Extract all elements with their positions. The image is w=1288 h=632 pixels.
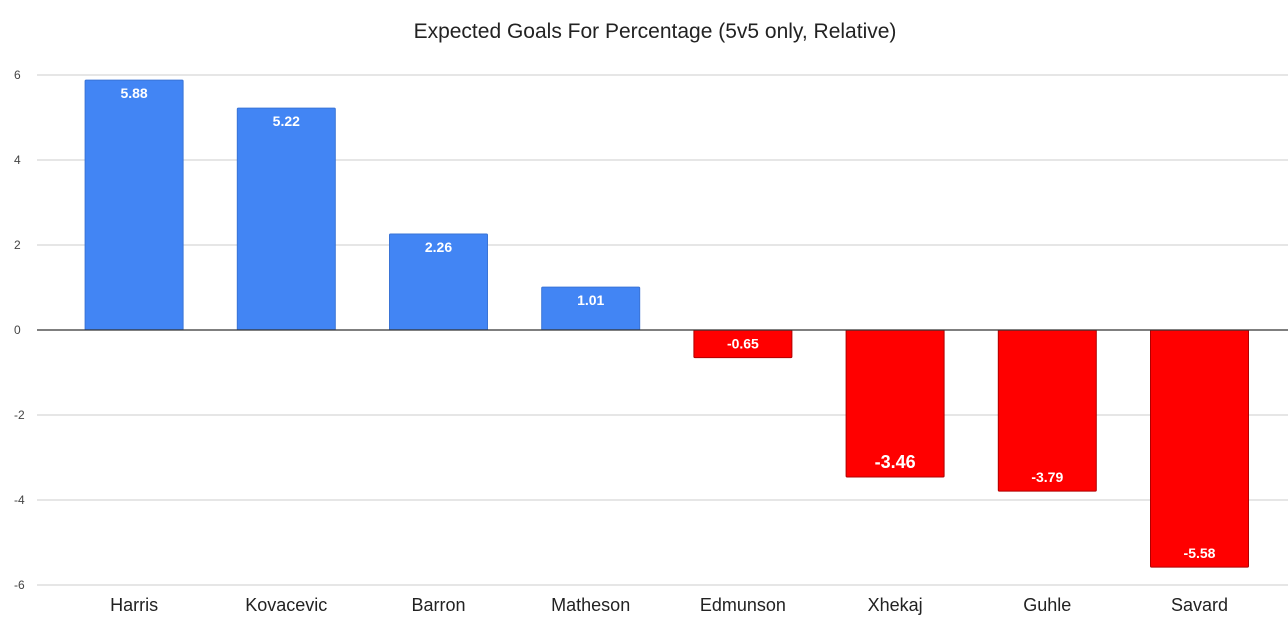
x-axis-ticks: Harris Kovacevic Barron Matheson Edmunson Xhe… — [110, 595, 1228, 615]
data-label: 2.26 — [425, 239, 452, 255]
data-label: 5.88 — [120, 85, 147, 101]
data-label: -0.65 — [727, 336, 759, 352]
y-tick-label: -2 — [14, 408, 25, 422]
y-tick-label: -6 — [14, 578, 25, 592]
data-labels: 5.88 5.22 2.26 1.01 -0.65 -3.46 -3.79 -5.58 — [120, 85, 1215, 561]
bar-kovacevic — [236, 107, 336, 331]
x-tick-label: Kovacevic — [245, 595, 327, 615]
x-tick-label: Savard — [1171, 595, 1228, 615]
x-tick-label: Barron — [411, 595, 465, 615]
y-tick-label: 4 — [14, 153, 21, 167]
data-label: -3.79 — [1031, 469, 1063, 485]
x-tick-label: Matheson — [551, 595, 630, 615]
x-tick-label: Harris — [110, 595, 158, 615]
bar-guhle — [997, 329, 1097, 492]
y-tick-label: 6 — [14, 68, 21, 82]
bars — [84, 79, 1249, 568]
bar-harris — [84, 79, 184, 331]
y-axis-ticks: 6 4 2 0 -2 -4 -6 — [14, 68, 25, 592]
y-tick-label: 0 — [14, 323, 21, 337]
x-tick-label: Xhekaj — [868, 595, 923, 615]
y-tick-label: 2 — [14, 238, 21, 252]
y-tick-label: -4 — [14, 493, 25, 507]
bar-savard — [1150, 329, 1249, 568]
data-label: 1.01 — [577, 292, 604, 308]
chart-title: Expected Goals For Percentage (5v5 only,… — [413, 20, 897, 43]
data-label: 5.22 — [273, 113, 300, 129]
x-tick-label: Edmunson — [700, 595, 786, 615]
data-label: -3.46 — [875, 452, 916, 472]
x-tick-label: Guhle — [1023, 595, 1071, 615]
data-label: -5.58 — [1184, 545, 1216, 561]
